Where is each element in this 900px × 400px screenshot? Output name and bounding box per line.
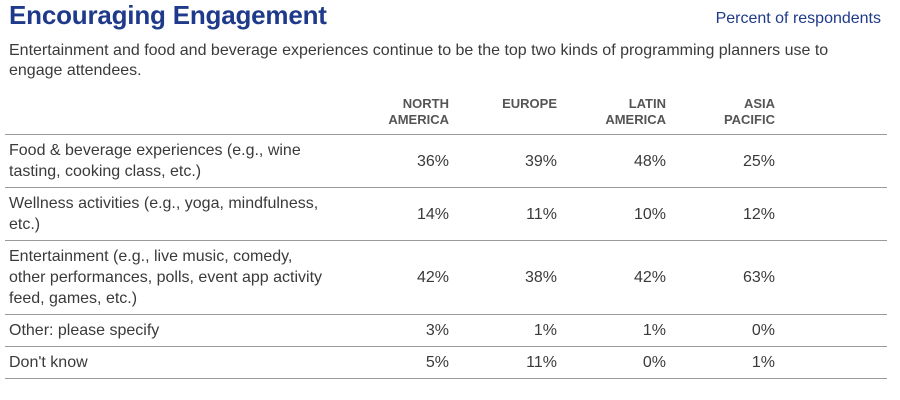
cell-value: 48% — [563, 134, 672, 188]
column-header-latin-america: LATIN AMERICA — [563, 92, 672, 135]
units-label: Percent of respondents — [715, 10, 881, 27]
table-row: Food & beverage experiences (e.g., wine … — [5, 134, 887, 188]
cell-value: 5% — [337, 346, 455, 379]
table-row: Entertainment (e.g., live music, comedy,… — [5, 240, 887, 315]
cell-value: 10% — [563, 187, 672, 241]
column-header-north-america: NORTH AMERICA — [337, 92, 455, 135]
column-header-europe-label: EUROPE — [502, 96, 557, 111]
spacer-cell — [781, 187, 887, 241]
spacer-cell — [781, 346, 887, 379]
column-header-latin-america-label: LATIN AMERICA — [605, 96, 666, 127]
table-row: Don't know 5% 11% 0% 1% — [5, 346, 887, 379]
table-row: Wellness activities (e.g., yoga, mindful… — [5, 187, 887, 241]
table-row: Other: please specify 3% 1% 1% 0% — [5, 314, 887, 347]
cell-value: 42% — [337, 240, 455, 315]
row-label: Other: please specify — [5, 314, 337, 347]
column-header-asia-pacific-label: ASIA PACIFIC — [723, 96, 775, 127]
cell-value: 63% — [672, 240, 781, 315]
cell-value: 38% — [455, 240, 563, 315]
spacer-cell — [781, 240, 887, 315]
spacer-cell — [781, 134, 887, 188]
cell-value: 12% — [672, 187, 781, 241]
chart-title: Encouraging Engagement — [9, 0, 327, 30]
cell-value: 11% — [455, 187, 563, 241]
column-header-north-america-label: NORTH AMERICA — [388, 96, 449, 127]
cell-value: 3% — [337, 314, 455, 347]
cell-value: 1% — [563, 314, 672, 347]
cell-value: 39% — [455, 134, 563, 188]
cell-value: 11% — [455, 346, 563, 379]
spacer-header — [781, 92, 887, 135]
row-label: Food & beverage experiences (e.g., wine … — [5, 134, 337, 188]
cell-value: 36% — [337, 134, 455, 188]
cell-value: 14% — [337, 187, 455, 241]
row-label: Don't know — [5, 346, 337, 379]
chart-header: Encouraging Engagement Percent of respon… — [0, 0, 900, 38]
column-header-asia-pacific: ASIA PACIFIC — [672, 92, 781, 135]
data-table: NORTH AMERICA EUROPE LATIN AMERICA ASIA … — [5, 92, 887, 379]
row-label: Wellness activities (e.g., yoga, mindful… — [5, 187, 337, 241]
header-row: NORTH AMERICA EUROPE LATIN AMERICA ASIA … — [5, 92, 887, 135]
cell-value: 42% — [563, 240, 672, 315]
spacer-cell — [781, 314, 887, 347]
cell-value: 25% — [672, 134, 781, 188]
cell-value: 0% — [672, 314, 781, 347]
cell-value: 1% — [672, 346, 781, 379]
cell-value: 0% — [563, 346, 672, 379]
row-label-header — [5, 92, 337, 135]
cell-value: 1% — [455, 314, 563, 347]
row-label: Entertainment (e.g., live music, comedy,… — [5, 240, 337, 315]
chart-subtitle: Entertainment and food and beverage expe… — [9, 42, 829, 79]
column-header-europe: EUROPE — [455, 92, 563, 135]
